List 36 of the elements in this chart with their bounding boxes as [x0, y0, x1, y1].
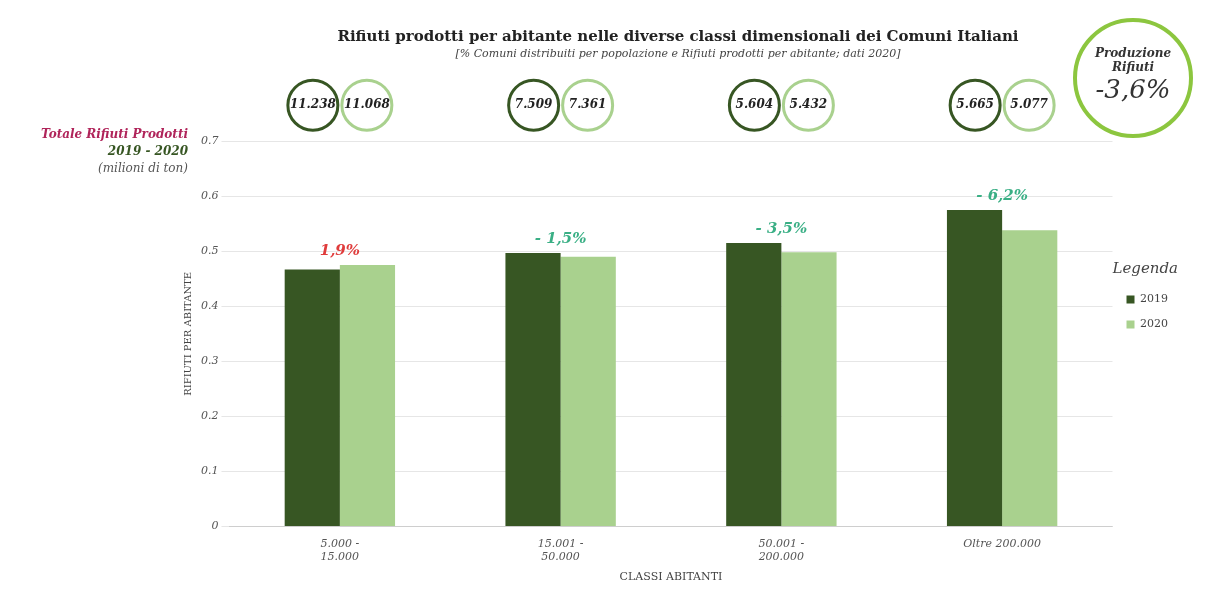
text: 5.432 — [789, 97, 828, 112]
legend-label: 2020 — [1140, 317, 1169, 331]
chart-subtitle: [% Comuni distribuiti per popolazione e Rifiuti prodotti per abitante; dati 2020] — [455, 47, 902, 61]
y-tick-label: 0 — [211, 519, 219, 533]
text: Totale Rifiuti Prodotti — [40, 126, 188, 143]
text: -3,6% — [1094, 74, 1172, 104]
x-tick-label: 5.000 - 15.000 — [320, 536, 360, 564]
y-tick-label: 0.7 — [200, 134, 219, 148]
x-tick-label: 15.001 - 50.000 — [537, 536, 584, 564]
text: 11.238 — [289, 97, 337, 112]
y-tick-label: 0.2 — [200, 409, 219, 423]
x-axis-title: CLASSI ABITANTI — [619, 570, 723, 584]
y-axis-title: RIFIUTI PER ABITANTE — [181, 271, 193, 396]
y-tick-label: 0.5 — [200, 244, 219, 258]
text: 11.068 — [343, 97, 391, 112]
y-tick-label: 0.1 — [200, 464, 219, 478]
y-tick-label: 0.4 — [200, 299, 219, 313]
annotation: - 6,2% — [976, 185, 1029, 204]
text: Produzione Rifiuti — [1093, 46, 1173, 74]
y-tick-label: 0.3 — [200, 354, 219, 368]
legend-title: Legenda — [1111, 259, 1179, 278]
annotation: - 3,5% — [755, 218, 808, 237]
chart-title: Rifiuti prodotti per abitante nelle diverse classi dimensionali dei Comuni Italiani — [337, 26, 1019, 45]
text: 7.361 — [568, 97, 607, 112]
annotation: - 1,5% — [534, 228, 587, 247]
x-tick-label: Oltre 200.000 — [963, 536, 1041, 550]
annotation: 1,9% — [319, 240, 361, 259]
text: 5.665 — [956, 97, 994, 112]
text: 5.077 — [1010, 97, 1049, 112]
text: 5.604 — [735, 97, 774, 112]
legend-label: 2019 — [1140, 292, 1169, 306]
text: 2019 - 2020 — [106, 143, 188, 160]
x-tick-label: 50.001 - 200.000 — [757, 536, 805, 564]
text: 7.509 — [514, 97, 554, 112]
y-tick-label: 0.6 — [200, 189, 219, 203]
text: (milioni di ton) — [97, 160, 188, 177]
